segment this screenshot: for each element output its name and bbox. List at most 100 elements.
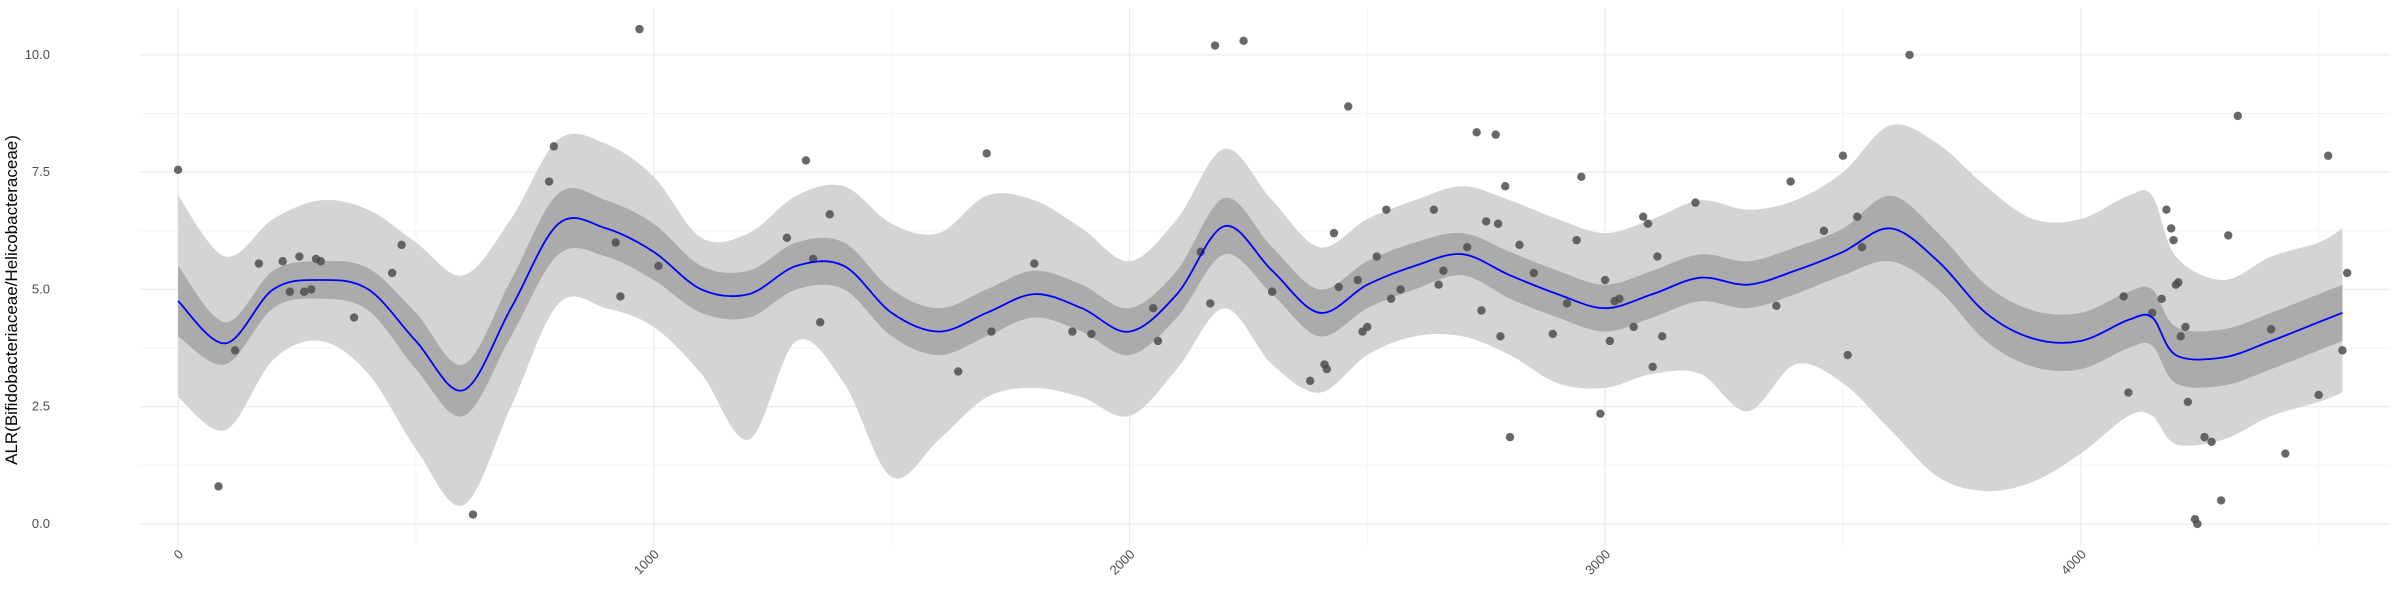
data-point — [1030, 259, 1039, 268]
data-point — [1210, 41, 1220, 50]
data-point — [544, 177, 554, 186]
data-point — [2207, 437, 2216, 447]
data-point — [1786, 177, 1795, 186]
y-tick-label: 5.0 — [32, 281, 50, 296]
data-point — [1334, 282, 1343, 292]
data-point — [1657, 332, 1667, 341]
data-point — [987, 327, 996, 336]
data-point — [1772, 301, 1781, 311]
data-point — [611, 238, 620, 247]
data-point — [1596, 409, 1605, 418]
data-point — [285, 287, 295, 296]
data-point — [230, 346, 240, 355]
data-point — [1239, 36, 1248, 46]
data-point — [299, 287, 309, 296]
data-point — [1386, 294, 1396, 303]
data-point — [1153, 336, 1163, 346]
data-point — [1322, 364, 1332, 374]
data-point — [2224, 231, 2233, 240]
data-point — [1344, 102, 1353, 111]
data-point — [2174, 278, 2183, 287]
data-point — [2169, 235, 2178, 245]
data-point — [1648, 362, 1657, 371]
ci-inner-area — [178, 187, 2343, 417]
data-points — [173, 24, 2352, 529]
y-tick-label: 10.0 — [25, 47, 50, 62]
data-point — [1638, 212, 1648, 221]
data-point — [2176, 332, 2185, 341]
data-point — [1206, 299, 1215, 308]
data-point — [1481, 217, 1491, 226]
data-point — [1577, 172, 1586, 182]
data-point — [2157, 294, 2166, 303]
data-point — [349, 313, 359, 322]
data-point — [1629, 322, 1638, 332]
data-point — [1843, 350, 1852, 360]
data-point — [2166, 224, 2176, 233]
data-point — [2124, 388, 2133, 397]
data-point — [1600, 275, 1610, 285]
data-point — [2200, 432, 2209, 442]
data-point — [2162, 205, 2171, 214]
data-point — [316, 257, 325, 266]
data-point — [1087, 329, 1096, 339]
y-tick-label: 2.5 — [32, 399, 50, 414]
data-point — [295, 252, 304, 261]
data-point — [1819, 226, 1829, 235]
data-point — [953, 367, 963, 376]
data-point — [254, 259, 264, 268]
data-point — [816, 318, 825, 327]
ci-outer-area — [178, 124, 2343, 506]
data-point — [1853, 212, 1862, 221]
data-point — [1615, 294, 1624, 303]
data-point — [1305, 376, 1315, 386]
data-point — [1382, 205, 1391, 214]
data-point — [2119, 292, 2128, 301]
data-point — [214, 482, 223, 491]
data-point — [2281, 449, 2290, 458]
data-point — [397, 240, 406, 250]
data-point — [825, 210, 834, 219]
y-axis-ticks: 0.0 2.5 5.0 7.5 10.0 — [25, 47, 50, 531]
data-point — [1372, 252, 1381, 261]
data-point — [2266, 325, 2276, 334]
data-point — [1643, 219, 1653, 228]
data-point — [1548, 329, 1557, 339]
y-tick-label: 7.5 — [32, 164, 50, 179]
data-point — [2216, 496, 2226, 505]
data-point — [782, 233, 792, 243]
data-point — [1429, 205, 1439, 214]
data-point — [1496, 332, 1505, 341]
data-point — [801, 156, 811, 165]
data-point — [1267, 287, 1277, 296]
trend-line — [177, 217, 2343, 392]
data-point — [2314, 390, 2323, 400]
data-point — [982, 149, 991, 158]
data-point — [278, 257, 287, 266]
data-point — [2181, 322, 2190, 332]
y-tick-label: 0.0 — [32, 516, 50, 531]
data-point — [616, 292, 625, 301]
data-point — [1329, 228, 1339, 238]
data-point — [1905, 50, 1914, 60]
data-point — [635, 24, 644, 34]
data-point — [1363, 322, 1372, 332]
data-point — [2338, 346, 2347, 355]
ci-outer-band — [178, 124, 2343, 506]
data-point — [654, 261, 663, 271]
data-point — [1838, 151, 1848, 160]
data-point — [1501, 182, 1510, 191]
data-point — [1434, 280, 1443, 289]
data-point — [1462, 242, 1472, 252]
data-point — [1529, 268, 1538, 278]
data-point — [1491, 130, 1500, 139]
data-point — [1562, 299, 1572, 308]
data-point — [1068, 327, 1077, 336]
data-point — [2193, 519, 2202, 529]
data-point — [2147, 308, 2157, 318]
data-point — [1515, 240, 1524, 250]
data-point — [1857, 242, 1867, 252]
data-point — [1477, 306, 1486, 315]
data-point — [307, 285, 316, 294]
